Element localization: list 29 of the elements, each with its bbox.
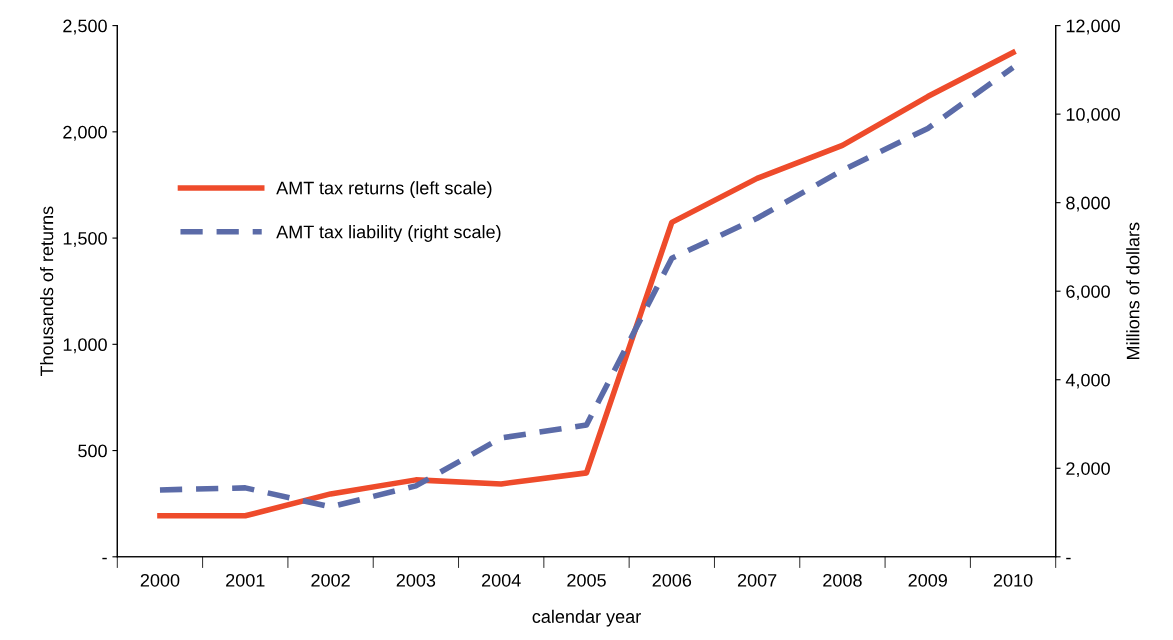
y-tick-label: 1,500 xyxy=(63,232,107,247)
x-tick-label: 2004 xyxy=(482,573,521,587)
y2-tick-label: 8,000 xyxy=(1066,196,1110,212)
y-tick-label: 2,000 xyxy=(63,125,107,141)
legend-label: AMT tax returns (left scale) xyxy=(276,181,492,198)
x-tick-label: 2008 xyxy=(823,573,862,587)
x-tick-label: 2000 xyxy=(140,573,180,587)
legend-label: AMT tax liability (right scale) xyxy=(276,225,501,242)
x-tick-label: 2009 xyxy=(908,573,947,587)
x-tick-label: 2002 xyxy=(311,573,350,587)
x-tick-label: 2001 xyxy=(226,573,265,587)
y2-tick-label: - xyxy=(1066,557,1071,560)
y-tick-label: - xyxy=(102,557,107,560)
y2-axis-title: Millions of dollars xyxy=(1126,222,1140,359)
y2-tick-label: 2,000 xyxy=(1066,462,1110,478)
y2-tick-label: 10,000 xyxy=(1066,108,1120,123)
y-tick-label: 2,500 xyxy=(63,19,107,35)
x-tick-label: 2003 xyxy=(396,573,436,587)
x-tick-label: 2007 xyxy=(737,573,777,587)
x-axis-title: calendar year xyxy=(532,609,641,627)
x-tick-label: 2010 xyxy=(993,573,1033,587)
y2-tick-label: 12,000 xyxy=(1066,19,1120,35)
y2-tick-label: 6,000 xyxy=(1066,285,1110,301)
x-tick-label: 2005 xyxy=(567,573,606,587)
y-tick-label: 500 xyxy=(78,444,107,458)
y-axis-title: Thousands of returns xyxy=(40,206,54,377)
x-tick-label: 2006 xyxy=(652,573,692,587)
y-tick-label: 1,000 xyxy=(63,338,107,354)
y2-tick-label: 4,000 xyxy=(1065,373,1110,389)
